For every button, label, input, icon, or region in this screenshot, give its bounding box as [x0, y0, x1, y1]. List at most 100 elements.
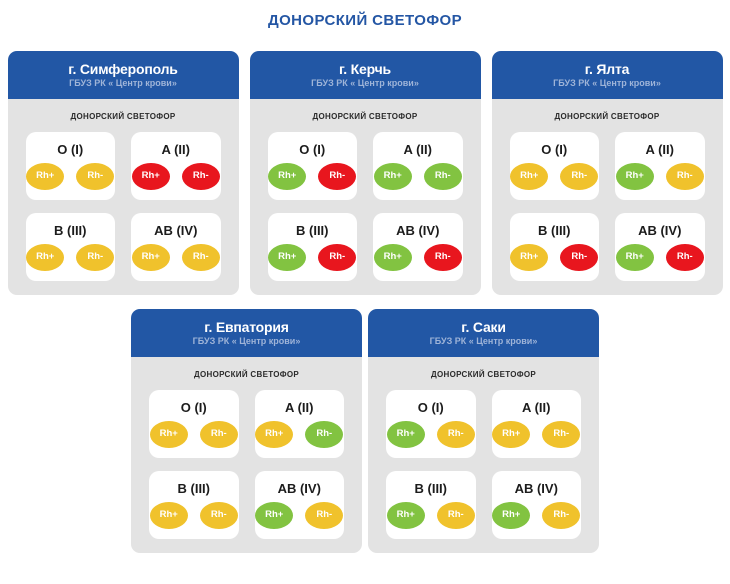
card-body: ДОНОРСКИЙ СВЕТОФОР O (I) Rh+ Rh- A (II) … — [249, 99, 481, 295]
rh-minus-badge: Rh- — [318, 162, 357, 190]
blood-group-box-o1: O (I) Rh+ Rh- — [149, 390, 239, 458]
rh-minus-badge: Rh- — [181, 162, 220, 190]
blood-group-box-o1: O (I) Rh+ Rh- — [386, 390, 476, 458]
blood-group-label: A (II) — [522, 399, 551, 415]
rh-badges: Rh+ Rh- — [510, 243, 599, 271]
rh-plus-badge: Rh+ — [386, 420, 425, 448]
rh-minus-badge: Rh- — [436, 501, 475, 529]
rh-plus-badge: Rh+ — [510, 162, 549, 190]
org-name: ГБУЗ РК « Центр крови» — [69, 78, 177, 88]
blood-group-box-b3: B (III) Rh+ Rh- — [267, 213, 357, 281]
city-card-yalta: г. Ялта ГБУЗ РК « Центр крови» ДОНОРСКИЙ… — [491, 51, 723, 295]
blood-groups-grid: O (I) Rh+ Rh- A (II) Rh+ Rh- — [149, 390, 344, 539]
rh-minus-badge: Rh- — [665, 162, 704, 190]
rh-plus-badge: Rh+ — [268, 162, 307, 190]
rh-minus-badge: Rh- — [542, 420, 581, 448]
card-header: г. Саки ГБУЗ РК « Центр крови» — [368, 309, 599, 357]
rh-badges: Rh+ Rh- — [373, 162, 462, 190]
blood-group-label: B (III) — [296, 222, 329, 238]
rh-badges: Rh+ Rh- — [255, 501, 344, 529]
rh-plus-badge: Rh+ — [373, 162, 412, 190]
rh-plus-badge: Rh+ — [26, 162, 65, 190]
rh-minus-badge: Rh- — [423, 162, 462, 190]
blood-group-label: AB (IV) — [514, 480, 558, 496]
rh-minus-badge: Rh- — [542, 501, 581, 529]
rh-badges: Rh+ Rh- — [510, 162, 599, 190]
rh-badges: Rh+ Rh- — [373, 243, 462, 271]
blood-groups-grid: O (I) Rh+ Rh- A (II) Rh+ Rh- — [386, 390, 581, 539]
board-label: ДОНОРСКИЙ СВЕТОФОР — [193, 370, 300, 379]
city-card-simferopol: г. Симферополь ГБУЗ РК « Центр крови» ДО… — [7, 51, 239, 295]
blood-group-label: B (III) — [414, 480, 448, 496]
rh-minus-badge: Rh- — [76, 243, 115, 271]
blood-group-box-o1: O (I) Rh+ Rh- — [509, 132, 599, 200]
card-header: г. Евпатория ГБУЗ РК « Центр крови» — [131, 309, 362, 357]
rh-badges: Rh+ Rh- — [492, 501, 581, 529]
rh-badges: Rh+ Rh- — [131, 243, 220, 271]
blood-group-box-a2: A (II) Rh+ Rh- — [373, 132, 463, 200]
rh-minus-badge: Rh- — [560, 162, 599, 190]
rh-badges: Rh+ Rh- — [268, 243, 357, 271]
rh-badges: Rh+ Rh- — [386, 420, 475, 448]
blood-groups-grid: O (I) Rh+ Rh- A (II) Rh+ Rh- — [509, 132, 705, 281]
rh-plus-badge: Rh+ — [131, 243, 170, 271]
rh-badges: Rh+ Rh- — [268, 162, 357, 190]
rh-minus-badge: Rh- — [305, 501, 344, 529]
rh-plus-badge: Rh+ — [268, 243, 307, 271]
city-card-saki: г. Саки ГБУЗ РК « Центр крови» ДОНОРСКИЙ… — [368, 309, 599, 553]
rh-plus-badge: Rh+ — [149, 501, 188, 529]
rh-plus-badge: Rh+ — [373, 243, 412, 271]
rh-minus-badge: Rh- — [76, 162, 115, 190]
cards-row-top: г. Симферополь ГБУЗ РК « Центр крови» ДО… — [0, 51, 730, 295]
city-name: г. Ялта — [584, 61, 630, 77]
rh-plus-badge: Rh+ — [131, 162, 170, 190]
blood-group-label: A (II) — [645, 141, 674, 157]
city-name: г. Керчь — [339, 61, 391, 77]
blood-group-box-ab4: AB (IV) Rh+ Rh- — [615, 213, 705, 281]
rh-minus-badge: Rh- — [181, 243, 220, 271]
board-label: ДОНОРСКИЙ СВЕТОФОР — [430, 370, 537, 379]
rh-minus-badge: Rh- — [305, 420, 344, 448]
page-title: ДОНОРСКИЙ СВЕТОФОР — [267, 12, 462, 29]
org-name: ГБУЗ РК « Центр крови» — [311, 78, 419, 88]
rh-badges: Rh+ Rh- — [615, 243, 704, 271]
rh-minus-badge: Rh- — [318, 243, 357, 271]
rh-plus-badge: Rh+ — [615, 162, 654, 190]
blood-groups-grid: O (I) Rh+ Rh- A (II) Rh+ Rh- — [267, 132, 463, 281]
blood-group-box-ab4: AB (IV) Rh+ Rh- — [254, 471, 344, 539]
cards-row-bottom: г. Евпатория ГБУЗ РК « Центр крови» ДОНО… — [0, 309, 730, 553]
blood-group-box-a2: A (II) Rh+ Rh- — [615, 132, 705, 200]
card-header: г. Ялта ГБУЗ РК « Центр крови» — [491, 51, 723, 99]
rh-plus-badge: Rh+ — [492, 420, 531, 448]
rh-badges: Rh+ Rh- — [149, 420, 238, 448]
blood-group-label: AB (IV) — [154, 222, 198, 238]
rh-badges: Rh+ Rh- — [492, 420, 581, 448]
card-header: г. Симферополь ГБУЗ РК « Центр крови» — [7, 51, 239, 99]
blood-group-label: B (III) — [177, 480, 211, 496]
blood-group-label: AB (IV) — [638, 222, 682, 238]
rh-badges: Rh+ Rh- — [26, 162, 115, 190]
blood-group-label: A (II) — [403, 141, 432, 157]
city-name: г. Саки — [461, 319, 506, 335]
blood-group-label: AB (IV) — [277, 480, 321, 496]
rh-badges: Rh+ Rh- — [26, 243, 115, 271]
blood-group-box-a2: A (II) Rh+ Rh- — [254, 390, 344, 458]
blood-group-label: O (I) — [57, 141, 84, 157]
blood-group-box-a2: A (II) Rh+ Rh- — [491, 390, 581, 458]
blood-group-label: A (II) — [285, 399, 314, 415]
rh-plus-badge: Rh+ — [149, 420, 188, 448]
blood-group-label: O (I) — [180, 399, 207, 415]
rh-badges: Rh+ Rh- — [615, 162, 704, 190]
blood-group-box-b3: B (III) Rh+ Rh- — [509, 213, 599, 281]
card-body: ДОНОРСКИЙ СВЕТОФОР O (I) Rh+ Rh- A (II) … — [491, 99, 723, 295]
rh-plus-badge: Rh+ — [492, 501, 531, 529]
org-name: ГБУЗ РК « Центр крови» — [192, 336, 301, 346]
rh-minus-badge: Rh- — [560, 243, 599, 271]
city-name: г. Евпатория — [204, 319, 289, 335]
card-body: ДОНОРСКИЙ СВЕТОФОР O (I) Rh+ Rh- A (II) … — [131, 357, 362, 553]
blood-group-label: O (I) — [541, 141, 568, 157]
blood-group-box-b3: B (III) Rh+ Rh- — [149, 471, 239, 539]
donor-traffic-light-page: ДОНОРСКИЙ СВЕТОФОР г. Симферополь ГБУЗ Р… — [0, 12, 730, 553]
board-label: ДОНОРСКИЙ СВЕТОФОР — [554, 112, 660, 121]
rh-minus-badge: Rh- — [199, 501, 238, 529]
